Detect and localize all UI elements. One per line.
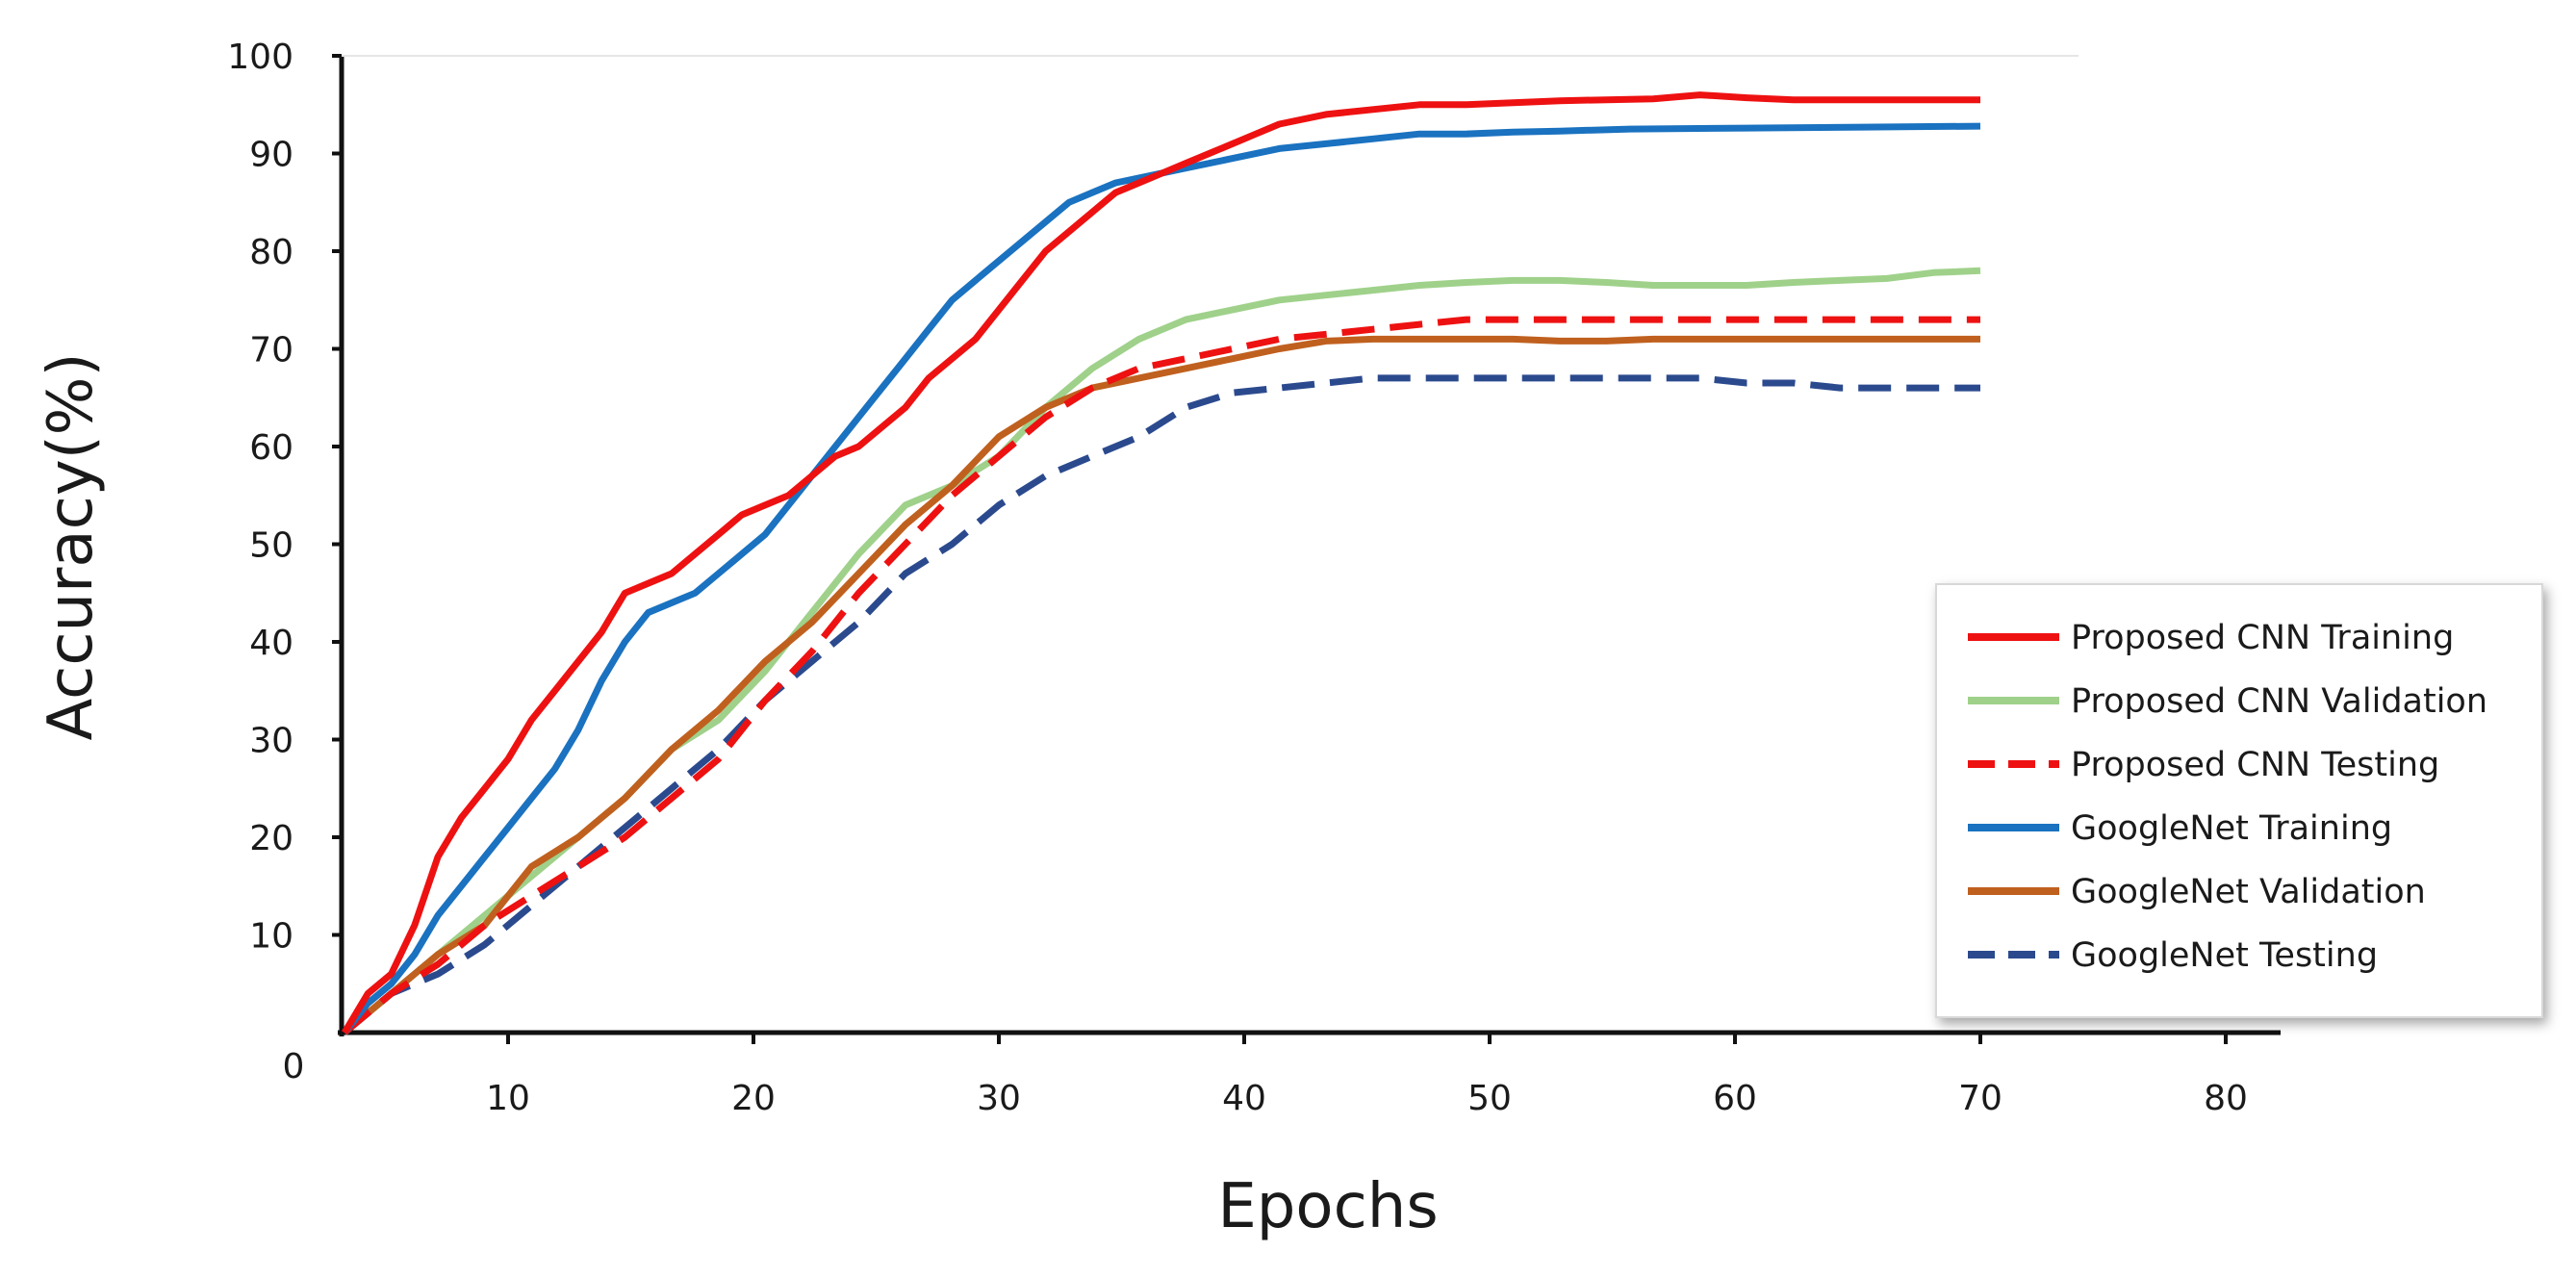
y-tick-label: 100: [227, 38, 293, 77]
y-tick-label: 90: [249, 136, 293, 175]
legend-label: GoogleNet Validation: [2071, 873, 2426, 911]
series-line-proposed-cnn-training: [341, 91, 1980, 1035]
series-line-googlenet-training: [342, 122, 1981, 1035]
legend: Proposed CNN Training Proposed CNN Valida…: [1935, 583, 2543, 1018]
y-tick-label: 20: [249, 819, 293, 858]
axes-group: 10 20 30 40 50 60 70 80 90 100 0 10 20 30 40 50 60 70 80: [227, 38, 2281, 1118]
y-tick-label: 30: [249, 722, 293, 761]
legend-label: GoogleNet Training: [2071, 809, 2392, 848]
x-tick-label: 70: [1958, 1079, 2002, 1118]
y-tick-label: 40: [249, 624, 293, 663]
x-axis-title: Epochs: [1217, 1171, 1438, 1242]
x-tick-label: 20: [731, 1079, 776, 1118]
legend-label: GoogleNet Testing: [2071, 936, 2378, 975]
y-tick-label: 80: [249, 233, 293, 272]
origin-label: 0: [283, 1047, 305, 1086]
plot-lines-group: [341, 91, 1981, 1035]
y-tick-label: 70: [249, 331, 293, 371]
x-tick-label: 80: [2204, 1079, 2248, 1118]
y-axis-title: Accuracy(%): [36, 353, 107, 741]
series-line-googlenet-testing: [342, 374, 1980, 1035]
legend-label: Proposed CNN Testing: [2071, 746, 2439, 784]
x-tick-label: 30: [977, 1079, 1021, 1118]
legend-box: [1935, 583, 2543, 1018]
x-tick-label: 60: [1713, 1079, 1757, 1118]
y-tick-label: 50: [249, 526, 293, 566]
x-tick-label: 50: [1467, 1079, 1512, 1118]
x-tick-label: 40: [1222, 1079, 1266, 1118]
legend-label: Proposed CNN Validation: [2071, 682, 2487, 721]
y-tick-label: 60: [249, 428, 293, 468]
series-line-googlenet-validation: [342, 335, 1980, 1035]
y-tick-label: 10: [249, 917, 293, 957]
legend-label: Proposed CNN Training: [2071, 619, 2454, 657]
x-tick-label: 10: [486, 1079, 530, 1118]
